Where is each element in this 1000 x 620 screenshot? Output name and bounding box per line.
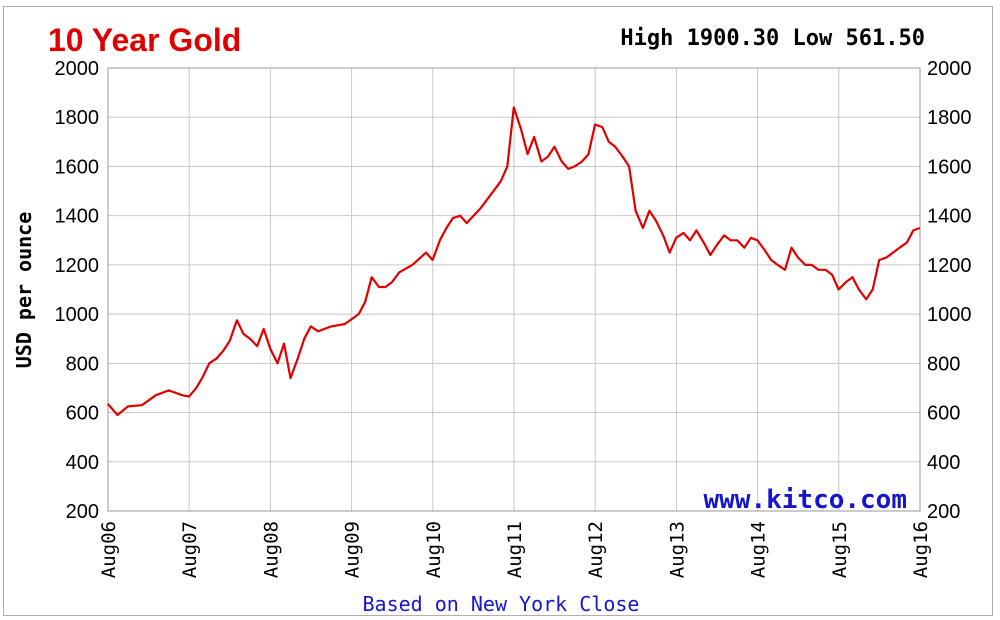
x-axis-ticks: Aug06 Aug07 Aug08 Aug09 Aug10 Aug11 Aug12 Aug13… — [98, 521, 932, 578]
y-tick-label-right: 1400 — [927, 206, 972, 228]
y-tick-label-right: 1800 — [927, 107, 972, 129]
y-tick-label-left: 1000 — [55, 304, 100, 326]
y-tick-label-right: 600 — [927, 403, 960, 425]
grid — [107, 67, 921, 512]
y-tick-label-left: 600 — [66, 403, 99, 425]
y-tick-label-right: 400 — [927, 452, 960, 474]
watermark-link[interactable]: www.kitco.com — [704, 485, 908, 515]
x-tick-label: Aug08 — [260, 521, 282, 578]
series-layer — [106, 106, 921, 417]
y-tick-label-right: 1000 — [927, 304, 972, 326]
x-tick-label: Aug15 — [829, 521, 851, 578]
y-tick-label-left: 200 — [66, 501, 99, 523]
x-tick-label: Aug14 — [748, 521, 770, 578]
y-tick-label-left: 400 — [66, 452, 99, 474]
x-tick-label: Aug09 — [342, 521, 364, 578]
y-tick-label-right: 800 — [927, 353, 960, 375]
y-tick-label-left: 1200 — [55, 255, 100, 277]
plot-area-border — [107, 67, 921, 512]
y-tick-label-right: 1600 — [927, 156, 972, 178]
x-tick-label: Aug07 — [179, 521, 201, 578]
gold-price-chart: 10 Year Gold High 1900.30 Low 561.50 200… — [12, 22, 972, 616]
y-axis-ticks: 200 200 400 400 600 600 800 800 1000 1000 1200 1200… — [55, 58, 972, 523]
y-tick-label-left: 800 — [66, 353, 99, 375]
x-tick-label: Aug12 — [585, 521, 607, 578]
chart-frame: 10 Year Gold High 1900.30 Low 561.50 200… — [3, 6, 993, 616]
y-tick-label-left: 1400 — [55, 206, 100, 228]
y-tick-label-right: 1200 — [927, 255, 972, 277]
x-tick-label: Aug10 — [423, 521, 445, 578]
gold-price-line — [106, 106, 921, 417]
x-tick-label: Aug11 — [504, 521, 526, 578]
caption: Based on New York Close — [363, 592, 640, 616]
y-tick-label-left: 1600 — [55, 156, 100, 178]
x-tick-label: Aug06 — [98, 521, 120, 578]
x-tick-label: Aug13 — [666, 521, 688, 578]
y-axis-label: USD per ounce — [12, 212, 36, 369]
chart-title: 10 Year Gold — [48, 22, 241, 58]
y-tick-label-left: 1800 — [55, 107, 100, 129]
y-tick-label-left: 2000 — [55, 58, 100, 80]
y-tick-label-right: 2000 — [927, 58, 972, 80]
high-low-text: High 1900.30 Low 561.50 — [620, 26, 925, 51]
x-tick-label: Aug16 — [910, 521, 932, 578]
y-tick-label-right: 200 — [927, 501, 960, 523]
